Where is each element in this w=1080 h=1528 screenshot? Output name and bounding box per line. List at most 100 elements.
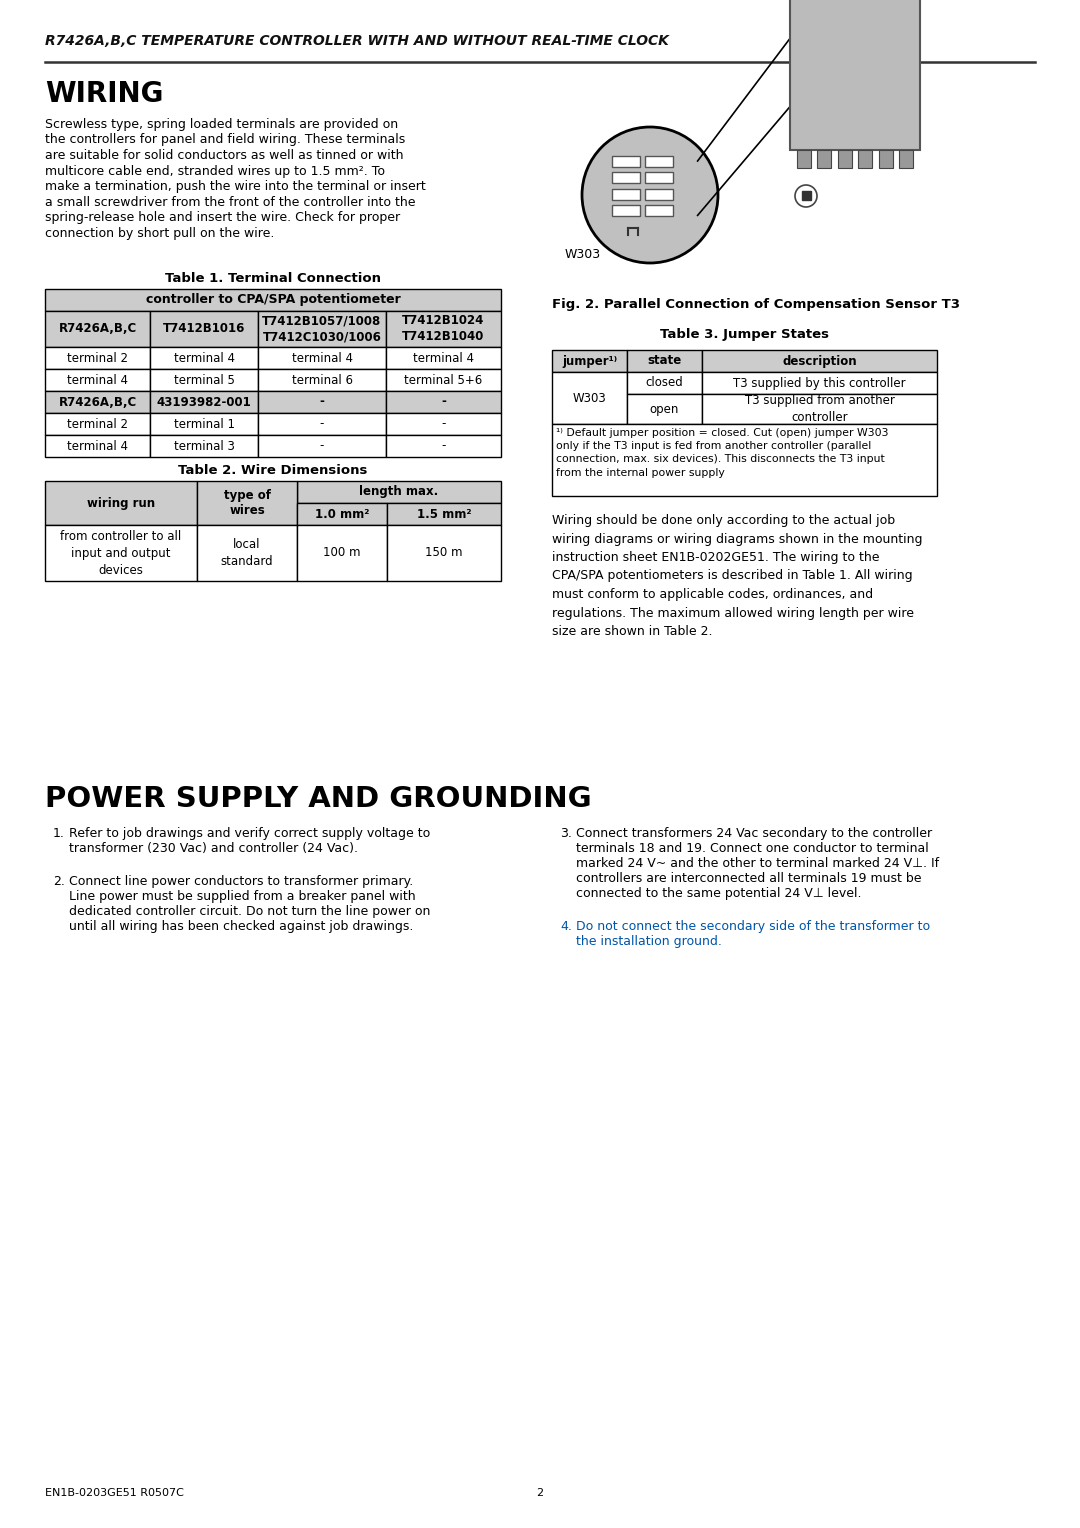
Text: W303: W303 [572,391,606,405]
Text: controllers are interconnected all terminals 19 must be: controllers are interconnected all termi… [576,872,921,885]
Bar [45,413,150,435]
Bar [802,191,811,200]
Text: the installation ground.: the installation ground. [576,935,721,947]
Bar [818,150,832,168]
Bar [297,503,387,526]
Text: 43193982-001: 43193982-001 [157,396,252,408]
Bar [45,368,150,391]
Text: 150 m: 150 m [426,547,462,559]
Bar [387,503,501,526]
Text: 1.0 mm²: 1.0 mm² [314,507,369,521]
Text: R7426A,B,C: R7426A,B,C [58,396,137,408]
Text: T7412B1024
T7412B1040: T7412B1024 T7412B1040 [403,315,485,344]
Bar [702,371,937,394]
Bar [45,435,150,457]
Text: from controller to all
input and output
devices: from controller to all input and output … [60,530,181,576]
Bar [879,150,893,168]
Bar [645,205,673,215]
Text: terminal 4: terminal 4 [67,440,129,452]
Bar [838,150,852,168]
Text: terminal 4: terminal 4 [292,351,352,365]
Bar [552,423,937,497]
Bar [859,150,873,168]
Text: T7412B1016: T7412B1016 [163,322,245,336]
Text: Connect transformers 24 Vac secondary to the controller: Connect transformers 24 Vac secondary to… [576,827,932,840]
Bar [627,394,702,423]
Bar [702,350,937,371]
Bar [789,0,920,150]
Text: terminals 18 and 19. Connect one conductor to terminal: terminals 18 and 19. Connect one conduct… [576,842,929,856]
Text: -: - [442,417,446,431]
Text: terminal 2: terminal 2 [67,351,129,365]
Text: Do not connect the secondary side of the transformer to: Do not connect the secondary side of the… [576,920,930,934]
Text: the controllers for panel and field wiring. These terminals: the controllers for panel and field wiri… [45,133,405,147]
Text: 1.5 mm²: 1.5 mm² [417,507,471,521]
Bar [150,368,258,391]
Bar [150,347,258,368]
Text: 4.: 4. [561,920,572,934]
Text: transformer (230 Vac) and controller (24 Vac).: transformer (230 Vac) and controller (24… [69,842,357,856]
Text: wiring run: wiring run [86,497,156,509]
Text: R7426A,B,C TEMPERATURE CONTROLLER WITH AND WITHOUT REAL-TIME CLOCK: R7426A,B,C TEMPERATURE CONTROLLER WITH A… [45,34,669,47]
Bar [627,371,702,394]
Text: make a termination, push the wire into the terminal or insert: make a termination, push the wire into t… [45,180,426,193]
Text: terminal 6: terminal 6 [292,373,352,387]
Text: W303: W303 [565,248,602,261]
Text: terminal 1: terminal 1 [174,417,234,431]
Text: T3 supplied from another
controller: T3 supplied from another controller [744,394,894,423]
Bar [150,413,258,435]
Text: connected to the same potential 24 V⊥ level.: connected to the same potential 24 V⊥ le… [576,886,862,900]
Bar [258,347,386,368]
Bar [45,289,501,312]
Text: Line power must be supplied from a breaker panel with: Line power must be supplied from a break… [69,889,416,903]
Bar [386,312,501,347]
Text: T3 supplied by this controller: T3 supplied by this controller [733,376,906,390]
Bar [612,173,640,183]
Text: multicore cable end, stranded wires up to 1.5 mm². To: multicore cable end, stranded wires up t… [45,165,384,177]
Text: Table 1. Terminal Connection: Table 1. Terminal Connection [165,272,381,286]
Text: -: - [320,417,324,431]
Text: -: - [320,396,324,408]
Text: length max.: length max. [360,486,438,498]
Text: 100 m: 100 m [323,547,361,559]
Bar [387,526,501,581]
Text: -: - [442,440,446,452]
Text: Wiring should be done only according to the actual job
wiring diagrams or wiring: Wiring should be done only according to … [552,513,922,639]
Bar [45,526,197,581]
Text: Screwless type, spring loaded terminals are provided on: Screwless type, spring loaded terminals … [45,118,399,131]
Text: Table 2. Wire Dimensions: Table 2. Wire Dimensions [178,465,367,477]
Text: connection by short pull on the wire.: connection by short pull on the wire. [45,226,274,240]
Text: state: state [647,354,681,368]
Bar [386,413,501,435]
Text: open: open [650,402,679,416]
Bar [258,312,386,347]
Bar [552,371,627,423]
Text: description: description [782,354,856,368]
Text: terminal 5: terminal 5 [174,373,234,387]
Text: closed: closed [646,376,684,390]
Text: terminal 4: terminal 4 [174,351,234,365]
Bar [797,150,811,168]
Text: spring-release hole and insert the wire. Check for proper: spring-release hole and insert the wire.… [45,211,400,225]
Text: type of
wires: type of wires [224,489,270,518]
Text: 3.: 3. [561,827,572,840]
Bar [150,312,258,347]
Text: -: - [441,396,446,408]
Bar [645,156,673,167]
Text: terminal 5+6: terminal 5+6 [404,373,483,387]
Bar [150,391,258,413]
Text: 1.: 1. [53,827,65,840]
Text: -: - [320,440,324,452]
Text: marked 24 V~ and the other to terminal marked 24 V⊥. If: marked 24 V~ and the other to terminal m… [576,857,940,869]
Bar [297,526,387,581]
Text: dedicated controller circuit. Do not turn the line power on: dedicated controller circuit. Do not tur… [69,905,430,918]
Text: Refer to job drawings and verify correct supply voltage to: Refer to job drawings and verify correct… [69,827,430,840]
Text: terminal 3: terminal 3 [174,440,234,452]
Bar [612,189,640,200]
Bar [197,481,297,526]
Text: R7426A,B,C: R7426A,B,C [58,322,137,336]
Bar [386,368,501,391]
Bar [45,347,150,368]
Bar [197,526,297,581]
Bar [552,350,627,371]
